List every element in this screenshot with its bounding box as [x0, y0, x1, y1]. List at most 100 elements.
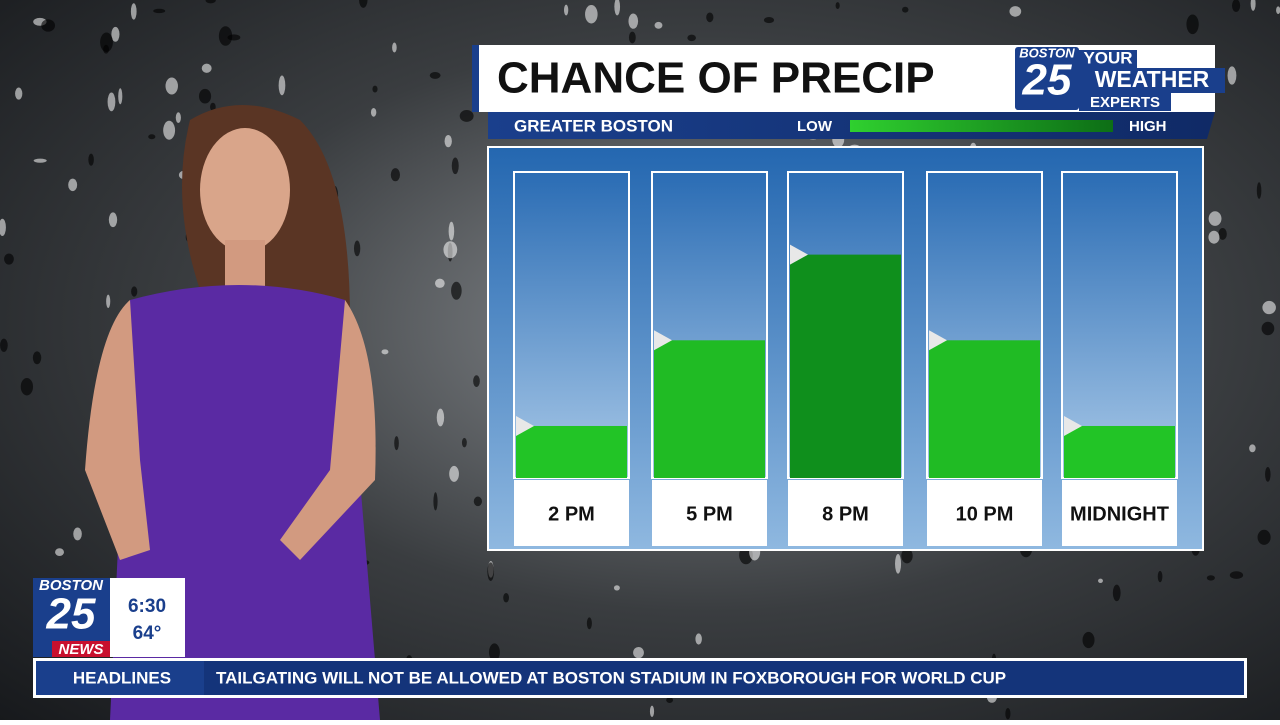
rain-drop — [1157, 570, 1163, 583]
rain-drop — [473, 496, 482, 507]
rain-drop — [131, 286, 138, 297]
rain-drop — [666, 697, 674, 703]
logo-number: 25 — [1022, 56, 1072, 105]
rain-drop — [433, 492, 438, 511]
rain-drop — [73, 527, 82, 541]
rain-drop — [1250, 0, 1256, 11]
x-tick-label: MIDNIGHT — [1070, 503, 1169, 525]
rain-drop — [370, 107, 377, 117]
bar-marker — [1064, 415, 1082, 436]
bar-marker — [790, 244, 808, 265]
rain-drop — [687, 34, 696, 42]
rain-drop — [1276, 6, 1280, 15]
rain-drop — [628, 31, 636, 44]
rain-drop — [902, 6, 909, 13]
station-logo: BOSTON 25 YOUR WEATHER EXPERTS — [1015, 45, 1225, 111]
rain-drop — [1208, 230, 1220, 244]
rain-drop — [88, 153, 94, 166]
chart-title: CHANCE OF PRECIP — [497, 54, 935, 103]
bar — [654, 340, 765, 478]
rain-drop — [459, 110, 474, 122]
rain-drop — [390, 168, 400, 182]
rain-drop — [763, 16, 775, 24]
rain-drop — [359, 0, 368, 8]
rain-drop — [1229, 571, 1244, 579]
rain-drop — [227, 34, 241, 41]
rain-drop — [1082, 631, 1095, 649]
rain-drop — [392, 42, 397, 53]
rain-drop — [461, 437, 467, 448]
rain-drop — [20, 377, 34, 396]
bar — [1064, 425, 1175, 478]
ticker-label: HEADLINES — [73, 668, 171, 687]
rain-drop — [895, 553, 902, 574]
rain-drop — [33, 158, 47, 163]
rain-drop — [503, 593, 510, 603]
bug-brand: NEWS — [59, 641, 104, 658]
rain-drop — [163, 120, 176, 140]
rain-drop — [372, 85, 378, 93]
rain-drop — [488, 643, 500, 662]
rain-drop — [4, 253, 14, 265]
rain-drop — [1265, 466, 1271, 482]
rain-drop — [628, 13, 639, 29]
rain-drop — [444, 135, 452, 148]
rain-drop — [198, 88, 212, 104]
rain-drop — [148, 134, 156, 140]
rain-drop — [0, 218, 6, 236]
rain-drop — [901, 548, 913, 564]
rain-drop — [614, 0, 621, 16]
rain-drop — [394, 436, 399, 451]
rain-drop — [0, 338, 8, 352]
rain-drop — [435, 278, 445, 288]
rain-drop — [381, 349, 389, 355]
bar — [929, 340, 1040, 478]
label-box — [1062, 480, 1177, 546]
rain-drop — [451, 157, 459, 175]
rain-drop — [32, 351, 42, 365]
rain-drop — [1227, 66, 1237, 85]
rain-drop — [218, 26, 233, 46]
x-tick-label: 5 PM — [686, 503, 733, 525]
rain-drop — [451, 281, 462, 300]
rain-drop — [563, 4, 569, 16]
rain-drop — [487, 562, 495, 581]
rain-drop — [633, 646, 644, 659]
bar — [790, 254, 901, 478]
rain-drop — [153, 8, 166, 14]
rain-drop — [111, 26, 120, 42]
logo-line2: WEATHER — [1095, 66, 1210, 92]
rain-drop — [1206, 575, 1215, 581]
rain-drop — [706, 12, 714, 23]
rain-drop — [1098, 578, 1103, 583]
rain-drop — [106, 294, 111, 309]
rain-drop — [165, 77, 178, 95]
rain-drop — [443, 241, 458, 259]
ticker-text: TAILGATING WILL NOT BE ALLOWED AT BOSTON… — [216, 668, 1006, 687]
rain-drop — [436, 408, 445, 427]
rain-drop — [613, 585, 620, 591]
rain-drop — [175, 112, 181, 124]
rain-drop — [1009, 6, 1022, 17]
rain-drop — [1186, 14, 1199, 35]
rain-drop — [586, 617, 592, 630]
bug-time: 6:30 — [128, 596, 166, 617]
news-bug: BOSTON 25 NEWS 6:30 64° — [33, 577, 185, 658]
label-box — [652, 480, 767, 546]
legend-high: HIGH — [1129, 118, 1167, 135]
label-box — [927, 480, 1042, 546]
rain-drop — [1261, 321, 1275, 336]
bar — [516, 425, 627, 478]
bug-city: BOSTON — [39, 577, 104, 594]
rain-drop — [1249, 444, 1256, 453]
legend-low: LOW — [797, 118, 833, 135]
rain-drop — [68, 178, 78, 192]
rain-drop — [1231, 0, 1241, 12]
rain-drop — [1257, 529, 1271, 545]
bug-number: 25 — [46, 590, 96, 639]
rain-drop — [473, 375, 480, 388]
rain-drop — [108, 212, 118, 228]
rain-drop — [649, 705, 655, 717]
